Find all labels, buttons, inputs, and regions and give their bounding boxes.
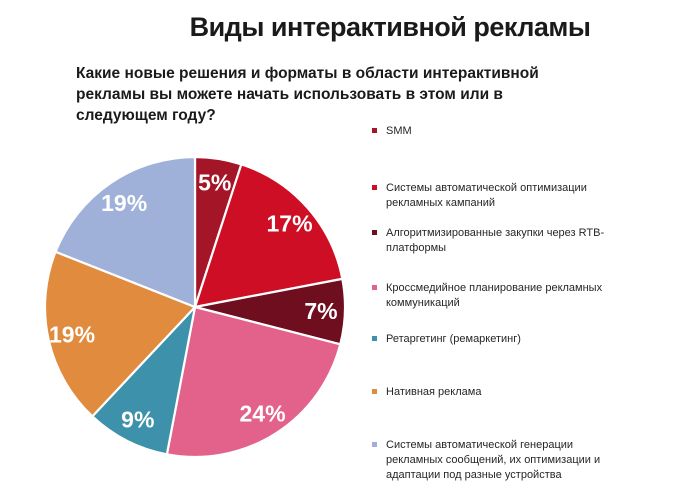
legend-label-crossmedia-planning: Кроссмедийное планирование рекламных ком… bbox=[386, 282, 603, 310]
pie-slice-auto-generation bbox=[54, 155, 197, 309]
pie-label-auto-optimization: 17% bbox=[266, 211, 312, 237]
question-line-1: Какие новые решения и форматы в области … bbox=[76, 65, 539, 82]
legend-label-native-ads: Нативная реклама bbox=[386, 386, 482, 398]
question-text: Какие новые решения и форматы в области … bbox=[76, 64, 556, 127]
legend-item-retargeting: Ретаргетинг (ремаркетинг) bbox=[370, 332, 621, 347]
pie-label-rtb-purchases: 7% bbox=[304, 298, 337, 324]
question-line-2: рекламы вы можете начать использовать в … bbox=[76, 85, 503, 103]
pie-slice-retargeting bbox=[91, 305, 197, 456]
pie-label-auto-generation: 19% bbox=[101, 190, 147, 216]
pie-slice-crossmedia-planning bbox=[165, 305, 342, 459]
legend-swatch-rtb-purchases bbox=[372, 230, 377, 235]
legend-item-rtb-purchases: Алгоритмизированные закупки через RTB-пл… bbox=[370, 226, 621, 256]
legend-swatch-auto-generation bbox=[372, 442, 377, 447]
pie-label-retargeting: 9% bbox=[121, 406, 154, 432]
legend-label-auto-generation: Системы автоматической генерации рекламн… bbox=[386, 439, 601, 482]
page-title: Виды интерактивной рекламы bbox=[189, 12, 591, 42]
legend-swatch-native-ads bbox=[372, 389, 377, 394]
legend-swatch-crossmedia-planning bbox=[372, 285, 377, 290]
question-line-3: следующем году? bbox=[76, 106, 216, 124]
legend-item-crossmedia-planning: Кроссмедийное планирование рекламных ком… bbox=[370, 281, 621, 311]
legend-item-smm: SMM bbox=[370, 124, 621, 139]
legend-label-auto-optimization: Системы автоматической оптимизации рекла… bbox=[386, 182, 587, 210]
legend-label-retargeting: Ретаргетинг (ремаркетинг) bbox=[386, 333, 521, 345]
legend-swatch-retargeting bbox=[372, 336, 377, 341]
legend-item-auto-generation: Системы автоматической генерации рекламн… bbox=[370, 438, 621, 484]
pie-label-crossmedia-planning: 24% bbox=[239, 400, 285, 426]
legend-item-auto-optimization: Системы автоматической оптимизации рекла… bbox=[370, 181, 621, 211]
legend: SMM Системы автоматической оптимизации ре… bbox=[370, 0, 630, 504]
legend-swatch-auto-optimization bbox=[372, 185, 377, 190]
legend-label-rtb-purchases: Алгоритмизированные закупки через RTB-пл… bbox=[386, 227, 605, 255]
pie-slice-auto-optimization bbox=[193, 163, 344, 309]
legend-item-native-ads: Нативная реклама bbox=[370, 385, 621, 400]
pie-label-native-ads: 19% bbox=[49, 321, 95, 347]
pie-chart: 5% 17% 7% 24% 9% 19% 19% bbox=[30, 142, 360, 472]
legend-label-smm: SMM bbox=[386, 125, 412, 137]
legend-swatch-smm bbox=[372, 128, 377, 133]
pie-label-smm: 5% bbox=[198, 170, 231, 196]
